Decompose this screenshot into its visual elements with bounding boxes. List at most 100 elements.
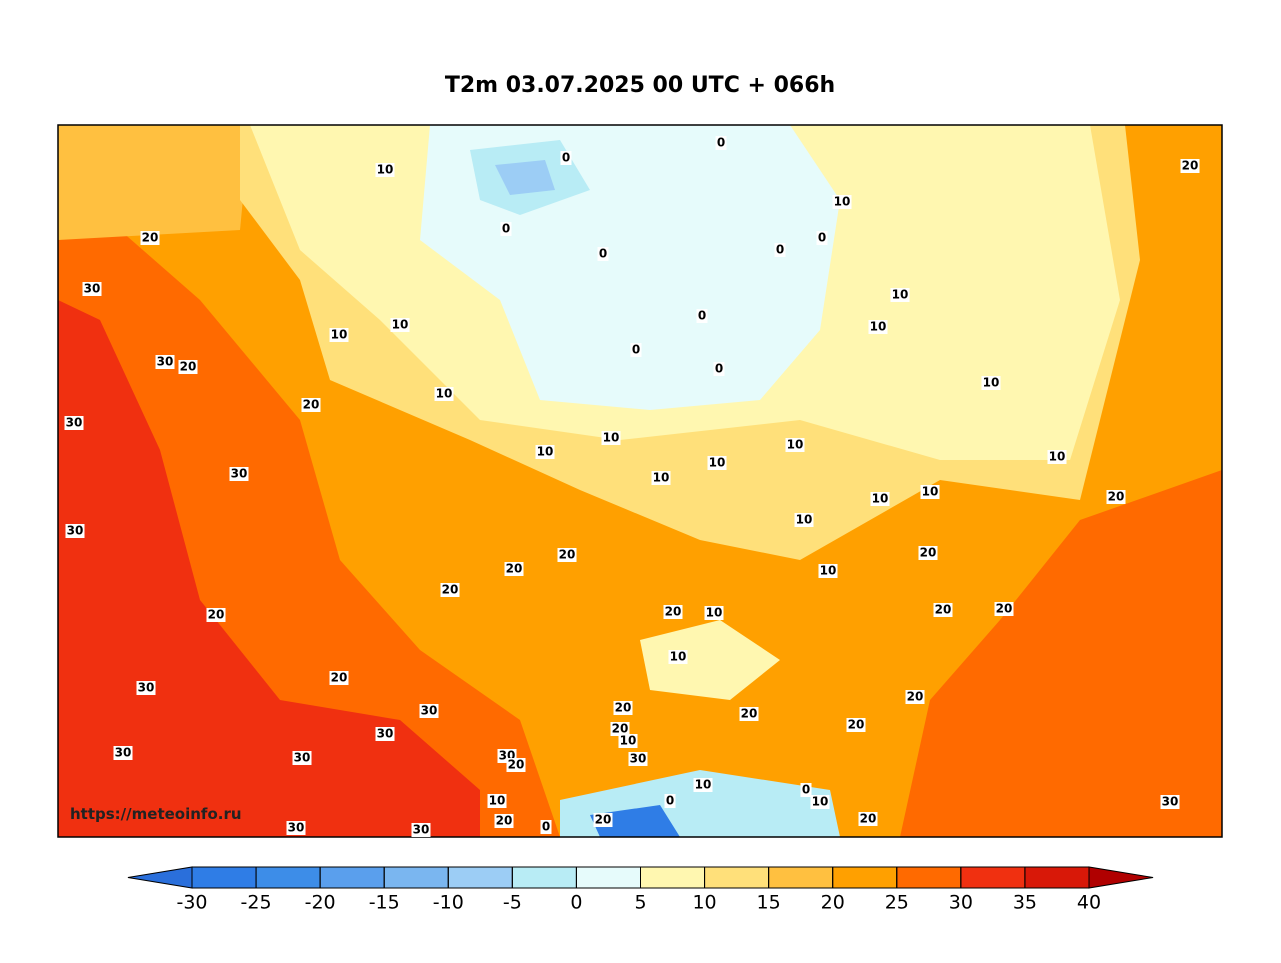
colorbar-tick-label: 15 <box>757 892 781 914</box>
contour-label: 30 <box>157 355 174 369</box>
contour-label: 20 <box>1108 490 1125 504</box>
contour-label-box <box>628 752 648 766</box>
contour-label: 10 <box>436 387 453 401</box>
colorbar-extend-low <box>127 866 193 889</box>
colorbar-bin <box>768 866 834 889</box>
colorbar-bin <box>896 866 962 889</box>
colorbar-tick-label: 30 <box>949 892 973 914</box>
contour-label-box <box>1160 795 1180 809</box>
contour-label-box <box>535 445 555 459</box>
contour-label: 10 <box>537 445 554 459</box>
map-title: T2m 03.07.2025 00 UTC + 066h <box>445 73 835 98</box>
contour-label: 10 <box>796 513 813 527</box>
contour-label: 30 <box>84 282 101 296</box>
contour-label-box <box>155 355 175 369</box>
contour-label: 20 <box>665 605 682 619</box>
contour-label: 10 <box>603 431 620 445</box>
colorbar-tick-label: -15 <box>369 892 400 914</box>
colorbar-bin <box>832 866 898 889</box>
colorbar-tick-label: -10 <box>433 892 464 914</box>
colorbar-tick-label: 25 <box>885 892 909 914</box>
contour-label-box <box>890 288 910 302</box>
contour-label-box <box>630 343 642 357</box>
contour-label: 0 <box>632 343 640 357</box>
watermark: https://meteoinfo.ru <box>70 805 242 823</box>
contour-label: 10 <box>709 456 726 470</box>
contour-label: 0 <box>717 136 725 150</box>
contour-label-box <box>593 813 613 827</box>
contour-label: 0 <box>698 309 706 323</box>
contour-label-box <box>434 387 454 401</box>
contour-label: 20 <box>612 722 629 736</box>
contour-label: 20 <box>848 718 865 732</box>
contour-label: 10 <box>1049 450 1066 464</box>
contour-label-box <box>832 195 852 209</box>
colorbar-bin <box>255 866 321 889</box>
contour-label-box <box>601 431 621 445</box>
colorbar-bin <box>960 866 1026 889</box>
contour-label-box <box>494 814 514 828</box>
contour-label-box <box>506 758 526 772</box>
contour-label-box <box>696 309 708 323</box>
contour-label-box <box>651 471 671 485</box>
colorbar-tick-label: -30 <box>176 892 207 914</box>
contour-label: 30 <box>115 746 132 760</box>
contour-label-box <box>65 524 85 538</box>
contour-label: 0 <box>599 247 607 261</box>
contour-label: 10 <box>620 734 637 748</box>
contour-label: 10 <box>670 650 687 664</box>
contour-label: 20 <box>741 707 758 721</box>
contour-label-box <box>390 318 410 332</box>
contour-label: 0 <box>542 820 550 834</box>
contour-label: 20 <box>180 360 197 374</box>
contour-label: 20 <box>595 813 612 827</box>
contour-label: 20 <box>935 603 952 617</box>
contour-label-box <box>329 328 349 342</box>
contour-label-box <box>905 690 925 704</box>
contour-label-box <box>933 603 953 617</box>
contour-label: 10 <box>392 318 409 332</box>
contour-label-box <box>292 751 312 765</box>
colorbar-extend-high <box>1088 866 1154 889</box>
contour-label-box <box>981 376 1001 390</box>
contour-label: 10 <box>377 163 394 177</box>
contour-label-box <box>785 438 805 452</box>
colorbar-tick-label: 20 <box>821 892 845 914</box>
contour-label-box <box>411 823 431 837</box>
contour-label-box <box>610 722 630 736</box>
contour-label-box <box>206 608 226 622</box>
contour-label-box <box>846 718 866 732</box>
colorbar-tick-label: -25 <box>241 892 272 914</box>
contour-label: 10 <box>331 328 348 342</box>
contour-label: 30 <box>421 704 438 718</box>
contour-label-box <box>613 701 633 715</box>
contour-label: 0 <box>802 783 810 797</box>
colorbar-bin <box>1024 866 1090 889</box>
colorbar-tick-label: 0 <box>570 892 582 914</box>
contour-label: 10 <box>653 471 670 485</box>
contour-label-box <box>918 546 938 560</box>
map <box>57 124 1223 838</box>
contour-label-box <box>560 151 572 165</box>
contour-label-box <box>329 671 349 685</box>
contour-label-box <box>301 398 321 412</box>
contour-label-box <box>597 247 609 261</box>
contour-label-box <box>540 820 552 834</box>
colorbar-bin <box>704 866 770 889</box>
contour-label-box <box>868 320 888 334</box>
contour-label: 10 <box>695 778 712 792</box>
contour-label-box <box>818 564 838 578</box>
contour-label-box <box>1106 490 1126 504</box>
contour-label: 30 <box>231 467 248 481</box>
contour-label: 30 <box>630 752 647 766</box>
colorbar-tick-label: 5 <box>634 892 646 914</box>
contour-label-box <box>375 163 395 177</box>
contour-label: 20 <box>142 231 159 245</box>
contour-label: 30 <box>413 823 430 837</box>
contour-label-box <box>810 795 830 809</box>
colorbar-bin <box>383 866 449 889</box>
contour-label-box <box>136 681 156 695</box>
contour-label: 0 <box>776 243 784 257</box>
contour-label: 20 <box>442 583 459 597</box>
